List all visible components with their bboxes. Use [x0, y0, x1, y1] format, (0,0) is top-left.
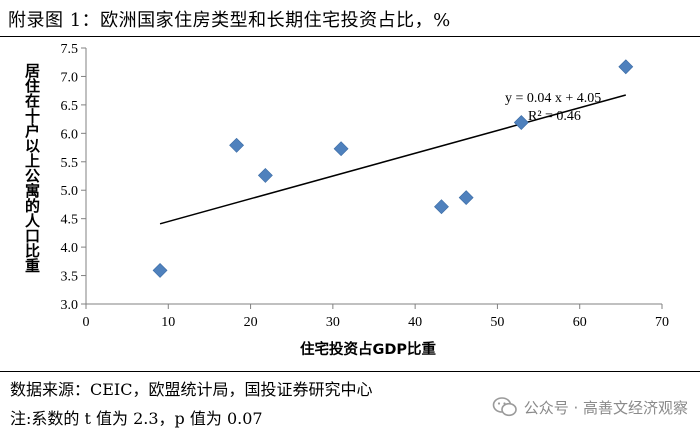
y-tick-label: 3.5: [61, 270, 79, 285]
data-point: [333, 141, 349, 157]
data-points: [152, 59, 634, 278]
bottom-divider: [0, 371, 700, 372]
trendline: [159, 94, 626, 225]
y-tick-label: 6.5: [61, 99, 79, 114]
y-tick-label: 7.0: [61, 70, 79, 85]
x-tick-label: 50: [490, 315, 504, 330]
x-tick-label: 20: [244, 315, 258, 330]
y-tick-label: 4.5: [61, 213, 79, 228]
x-tick-label: 60: [573, 315, 587, 330]
data-point: [434, 199, 449, 215]
data-point: [513, 115, 529, 130]
data-source: 数据来源：CEIC，欧盟统计局，国投证券研究中心: [10, 380, 373, 399]
x-tick-label: 70: [655, 315, 669, 330]
y-axis-label: 居住在十户以上公寓的人口比重: [23, 63, 41, 273]
x-axis-label: 住宅投资占GDP比重: [299, 342, 437, 358]
data-point: [618, 59, 634, 75]
data-point: [229, 137, 245, 153]
x-tick-label: 30: [326, 315, 340, 330]
x-tick-label: 10: [161, 315, 175, 330]
wechat-icon: [492, 397, 517, 417]
y-tick-label: 7.5: [61, 42, 79, 57]
scatter-chart: 3.0 3.5 4.0 4.5 5.0 5.5 6.0 6.5 7.0 7.5 0 10 20 30 40 5…: [61, 42, 670, 330]
y-tick-label: 4.0: [61, 241, 79, 256]
y-tick-label: 3.0: [61, 298, 79, 313]
y-tick-label: 5.0: [61, 184, 79, 199]
trendline-equation: y = 0.04 x + 4.05: [505, 91, 601, 106]
x-tick-label: 40: [408, 315, 422, 330]
y-tick-label: 6.0: [61, 127, 79, 142]
data-point: [152, 263, 168, 278]
y-tick-label: 5.5: [61, 156, 79, 171]
trendline-r-squared: R² = 0.46: [528, 109, 581, 124]
trendline-annotation: y = 0.04 x + 4.05 R² = 0.46: [505, 91, 601, 124]
data-point: [257, 168, 273, 183]
watermark: 公众号 · 高善文经济观察: [492, 396, 688, 418]
watermark-text: 公众号 · 高善文经济观察: [523, 398, 688, 417]
top-divider: [0, 36, 700, 37]
chart-title: 附录图 1：欧洲国家住房类型和长期住宅投资占比，%: [8, 10, 451, 31]
x-tick-label: 0: [83, 315, 90, 330]
tick-labels: 3.0 3.5 4.0 4.5 5.0 5.5 6.0 6.5 7.0 7.5 0 10 20 30 40 5…: [61, 42, 670, 330]
footnote: 注:系数的 t 值为 2.3，p 值为 0.07: [10, 409, 263, 428]
axes: [81, 47, 663, 309]
trendline-group: [159, 94, 626, 225]
data-point: [458, 190, 474, 206]
